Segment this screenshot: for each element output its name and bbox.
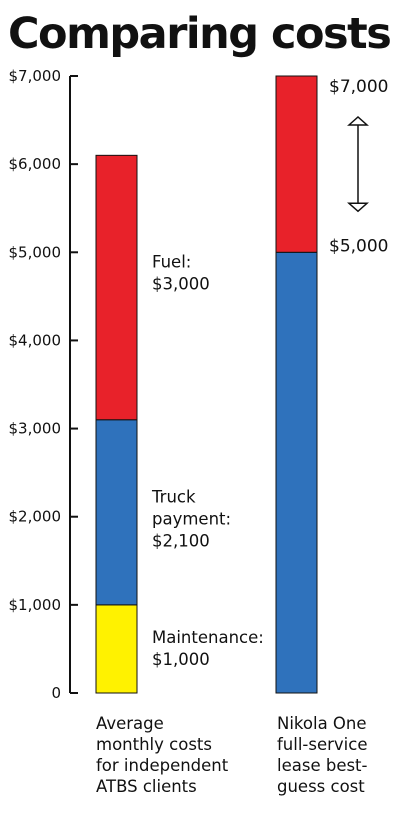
category-label-line: ATBS clients — [96, 777, 197, 796]
chart-title: Comparing costs — [8, 9, 392, 59]
range-arrow-down-head — [347, 202, 369, 213]
y-tick-label: 0 — [51, 684, 61, 702]
segment-value-label: Truck — [151, 487, 196, 506]
y-tick-label: $2,000 — [9, 508, 62, 526]
category-label-line: monthly costs — [96, 735, 212, 754]
segment-value-label: Fuel: — [152, 253, 191, 272]
category-label-atbs: Average monthly costs for independent AT… — [96, 713, 228, 797]
bar-segment — [95, 419, 138, 606]
y-tick-label: $6,000 — [9, 155, 62, 173]
category-label-line: Nikola One — [277, 714, 367, 733]
y-tick-label: $7,000 — [9, 67, 62, 85]
bar-segment — [275, 75, 318, 253]
y-tick-label: $4,000 — [9, 331, 62, 349]
segment-value-label: $3,000 — [152, 275, 210, 294]
category-label-line: for independent — [96, 756, 229, 775]
segment-value-label: Maintenance: — [152, 628, 264, 647]
category-label-line: full-service — [277, 735, 368, 754]
y-tick-label: $1,000 — [9, 596, 62, 614]
category-label-line: Average — [96, 714, 164, 733]
range-low-label: $5,000 — [329, 236, 388, 256]
range-arrow-up-head — [347, 115, 369, 126]
category-label-nikola: Nikola One full-service lease best- gues… — [277, 713, 368, 797]
y-tick-label: $5,000 — [9, 243, 62, 261]
range-high-label: $7,000 — [329, 77, 388, 97]
y-tick-label: $3,000 — [9, 420, 62, 438]
bar-segment — [95, 604, 138, 694]
segment-value-label: $1,000 — [152, 650, 210, 669]
segment-value-label: payment: — [152, 509, 231, 528]
category-label-line: guess cost — [277, 777, 365, 796]
category-label-line: lease best- — [277, 756, 368, 775]
bar-segment — [275, 251, 318, 694]
segment-value-label: $2,100 — [152, 531, 210, 550]
bar-segment — [95, 154, 138, 421]
